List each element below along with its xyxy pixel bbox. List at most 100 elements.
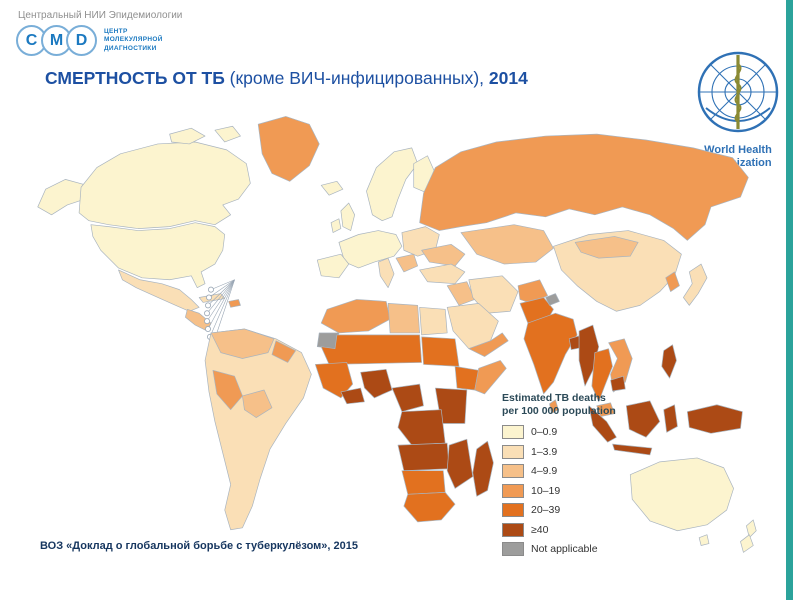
region-malaysia [596,402,615,417]
region-dr-congo [397,409,446,446]
region-new-guinea [686,404,743,434]
region-colombia-venezuela [210,328,275,359]
legend-label: ≥40 [531,523,549,536]
region-greenland [257,116,320,182]
who-emblem-icon [697,51,779,133]
cmd-subtitle-line: ЦЕНТР [104,27,128,35]
cmd-logo-subtitle: ЦЕНТР МОЛЕКУЛЯРНОЙ ДИАГНОСТИКИ [104,28,163,53]
cmd-subtitle-line: МОЛЕКУЛЯРНОЙ [104,36,163,44]
region-sumatra [588,405,617,443]
region-libya [387,303,420,334]
cmd-letter-d: D [66,25,97,56]
legend-row: 0–0.9 [502,425,657,440]
region-myanmar [578,324,600,387]
region-java [612,443,653,456]
region-kashmir [545,293,560,306]
source-note: ВОЗ «Доклад о глобальной борьбе с туберк… [40,540,358,552]
legend-row: 20–39 [502,503,657,518]
region-sri-lanka [549,399,559,414]
map-legend: Estimated TB deaths per 100 000 populati… [502,392,657,562]
legend-label: 1–3.9 [531,445,558,458]
region-egypt [419,306,448,336]
region-iceland [320,181,344,196]
legend-swatch [502,444,524,459]
region-south-africa [403,492,456,523]
legend-row: 4–9.9 [502,464,657,479]
region-cote-divoire-ghana [340,387,365,405]
region-guyanas [271,340,296,363]
region-angola-zambia [397,442,450,472]
title-lead: СМЕРТНОСТЬ ОТ ТБ [45,68,225,88]
region-mongolia [574,236,639,259]
world-map: Estimated TB deaths per 100 000 populati… [22,92,770,564]
legend-swatch [502,464,524,479]
region-korea [665,271,680,292]
region-kazakhstan [460,224,554,265]
title-middle: (кроме ВИЧ-инфицированных), [224,68,489,88]
legend-swatch [502,483,524,498]
region-sudan [421,336,460,367]
legend-title-line1: Estimated TB deaths [502,392,606,404]
cmd-letter-m: M [41,25,72,56]
region-russia [419,133,749,241]
region-borneo [625,400,661,438]
legend-row: 10–19 [502,483,657,498]
region-cambodia [610,375,626,392]
region-ukraine [421,243,466,267]
region-mexico [118,269,200,312]
legend-label: 20–39 [531,504,561,517]
region-western-europe [338,230,403,269]
region-cuba [198,293,226,303]
caribbean-callout-lines [206,279,235,345]
region-iberia [316,253,350,279]
region-balkans [395,253,418,273]
region-namibia-botswana [401,470,446,495]
choropleth-map-svg [37,116,757,553]
region-arctic-islands [214,125,241,143]
region-south-america [204,328,312,531]
region-bolivia [242,389,273,418]
legend-swatch [502,425,524,440]
legend-row: Not applicable [502,542,657,557]
region-madagascar [472,440,494,497]
cmd-logo-circles: C M D [16,25,97,56]
region-thailand [591,348,613,403]
region-scandinavia [366,147,418,222]
who-name-line1: World Health [704,144,772,156]
region-yemen-oman [468,332,509,357]
region-sahel [320,334,422,365]
region-australia [629,457,734,532]
legend-swatch [502,522,524,537]
region-uk [340,202,356,231]
region-ireland [330,218,342,233]
region-arctic-islands [169,127,206,145]
legend-row: 1–3.9 [502,444,657,459]
legend-title-line2: per 100 000 population [502,405,616,418]
region-iran [468,275,519,314]
region-japan [683,263,708,306]
region-turkey [419,263,466,285]
region-cameroon-car [391,383,424,413]
region-sulawesi [663,404,678,433]
region-new-zealand [746,519,757,538]
institute-name: Центральный НИИ Эпидемиологии [18,10,183,21]
region-india [523,312,578,395]
cmd-logo: C M D ЦЕНТР МОЛЕКУЛЯРНОЙ ДИАГНОСТИКИ [16,25,163,56]
legend-row: ≥40 [502,522,657,537]
legend-label: 4–9.9 [531,465,558,478]
region-peru [212,369,243,411]
region-hispaniola [228,299,241,308]
region-nigeria [360,368,393,399]
legend-label: Not applicable [531,543,598,556]
region-usa [90,222,226,288]
region-somalia [474,360,507,395]
region-morocco-algeria [320,299,391,334]
legend-label: 0–0.9 [531,426,558,439]
cmd-subtitle-line: ДИАГНОСТИКИ [104,44,157,52]
slide-title: СМЕРТНОСТЬ ОТ ТБ (кроме ВИЧ-инфицированн… [45,68,528,89]
title-year: 2014 [488,68,528,88]
region-canada [78,141,251,229]
region-mozambique [446,438,474,489]
legend-label: 10–19 [531,484,561,497]
